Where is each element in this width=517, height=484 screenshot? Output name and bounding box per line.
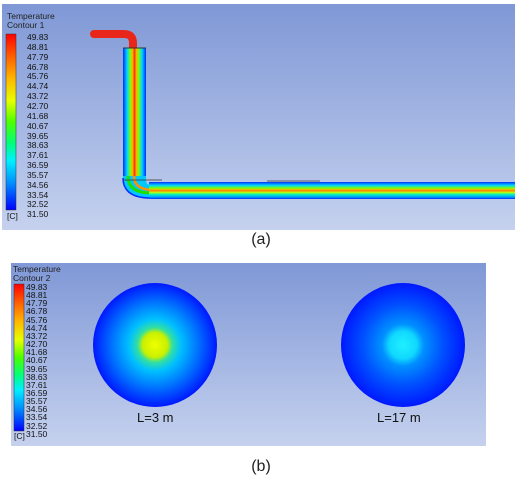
legend-tick-label: 44.74 xyxy=(26,322,48,333)
legend-tick-label: 32.52 xyxy=(26,420,48,431)
legend-tick-label: 49.83 xyxy=(27,32,49,42)
legend-title: Temperature Contour 1 xyxy=(7,11,55,30)
legend-unit-b: [C] xyxy=(14,431,25,441)
legend-tick-label: 39.65 xyxy=(27,130,49,141)
legend-tick-label: 43.72 xyxy=(26,330,48,341)
legend-tick-label: 38.63 xyxy=(26,371,48,382)
color-scale-bar-b xyxy=(13,283,25,432)
legend-tick-label: 47.79 xyxy=(27,51,49,62)
legend-tick-label: 34.56 xyxy=(27,179,49,190)
legend-tick-label: 37.61 xyxy=(26,379,48,390)
legend-tick-label: 46.78 xyxy=(27,61,49,72)
legend-tick-label: 40.67 xyxy=(27,120,49,131)
panel-b-cross-sections: Temperature Contour 2 49.83 48.81 47.79 46.… xyxy=(11,263,486,446)
legend-tick-label: 42.70 xyxy=(27,100,49,111)
legend-tick-label: 45.76 xyxy=(27,71,49,82)
caption-a: (a) xyxy=(251,231,271,248)
legend-tick-label: 32.52 xyxy=(27,199,49,210)
legend-tick-label: 36.59 xyxy=(27,160,49,171)
horizontal-pipe-leg xyxy=(149,182,515,199)
pipe-contour-canvas xyxy=(2,4,515,230)
legend-tick-label: 47.79 xyxy=(26,298,48,309)
caption-b: (b) xyxy=(251,458,271,475)
legend-tick-label: 41.68 xyxy=(27,110,49,121)
legend-tick-label: 36.59 xyxy=(26,387,48,398)
legend-tick-label: 49.83 xyxy=(26,282,48,292)
color-scale-bar xyxy=(5,33,17,211)
legend-tick-label: 39.65 xyxy=(26,363,48,374)
section-label-l17: L=17 m xyxy=(377,410,421,425)
legend-tick-label: 35.57 xyxy=(27,169,49,180)
legend-tick-label: 45.76 xyxy=(26,314,48,325)
legend-tick-label: 43.72 xyxy=(27,91,49,102)
legend-tick-label: 34.56 xyxy=(26,404,48,415)
legend-tick-label: 33.54 xyxy=(26,412,48,423)
section-l17 xyxy=(341,283,465,407)
legend-unit: [C] xyxy=(7,211,18,221)
vertical-pipe-leg xyxy=(123,48,146,178)
legend-tick-label: 41.68 xyxy=(26,347,48,358)
legend-tick-label: 48.81 xyxy=(26,290,48,301)
legend-tick-label: 31.50 xyxy=(27,209,49,220)
legend-tick-label: 38.63 xyxy=(27,140,49,151)
inlet-hose xyxy=(90,30,137,54)
legend-tick-label: 42.70 xyxy=(26,339,48,350)
panel-a-pipe-contour: Temperature Contour 1 49.83 48.81 47.79 46.… xyxy=(2,4,515,230)
legend-tick-label: 40.67 xyxy=(26,355,48,366)
cross-section-canvas xyxy=(11,263,486,446)
section-l3 xyxy=(93,283,217,407)
legend-tick-label: 44.74 xyxy=(27,81,49,92)
section-label-l3: L=3 m xyxy=(137,410,174,425)
legend-title-b: Temperature Contour 2 xyxy=(13,264,61,283)
legend-tick-label: 35.57 xyxy=(26,396,48,407)
legend-tick-label: 37.61 xyxy=(27,150,49,161)
legend-tick-label: 48.81 xyxy=(27,41,49,52)
legend-tick-label: 46.78 xyxy=(26,306,48,317)
legend-tick-label: 33.54 xyxy=(27,189,49,200)
legend-tick-label: 31.50 xyxy=(26,428,48,439)
